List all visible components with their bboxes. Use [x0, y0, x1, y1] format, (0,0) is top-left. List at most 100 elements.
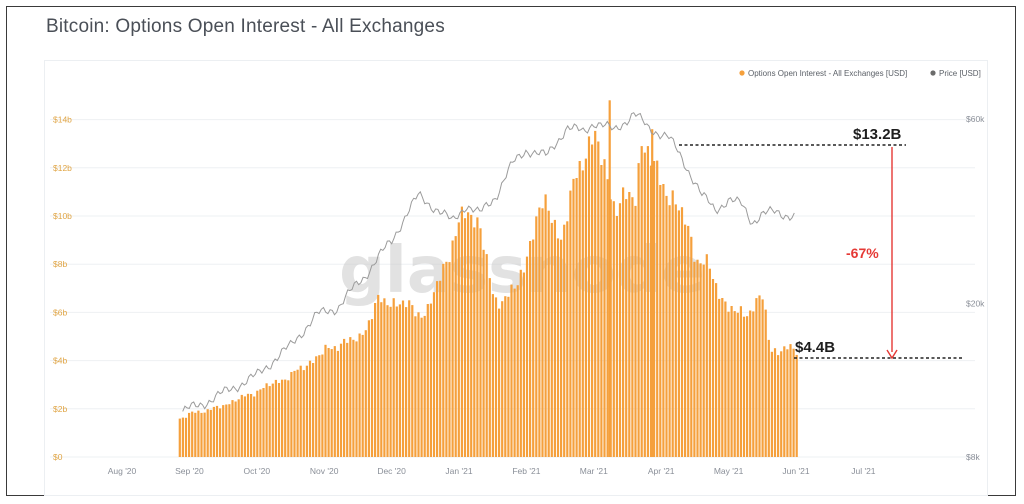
y-right-tick-label: $20k: [966, 298, 985, 308]
bar: [491, 294, 494, 457]
x-tick-label: Feb '21: [512, 466, 540, 476]
bar: [240, 394, 243, 457]
bar: [206, 409, 209, 457]
bar: [370, 319, 374, 457]
bar: [398, 304, 401, 457]
bar: [333, 346, 336, 457]
x-tick-label: Dec '20: [377, 466, 406, 476]
legend-price-label[interactable]: Price [USD]: [939, 69, 981, 78]
bar: [203, 412, 206, 457]
bar: [749, 310, 752, 457]
bar: [377, 294, 380, 457]
bar: [705, 254, 708, 457]
bar: [451, 240, 454, 457]
bar: [553, 219, 556, 457]
bar: [318, 355, 321, 457]
bar: [651, 129, 654, 457]
bar: [659, 185, 662, 457]
bar: [637, 163, 640, 457]
bar: [423, 315, 426, 457]
bar: [439, 280, 442, 457]
bar: [256, 390, 259, 457]
bar: [312, 363, 315, 457]
bar: [361, 334, 364, 457]
bar: [305, 365, 308, 457]
bar: [296, 369, 299, 457]
x-tick-label: Mar '21: [580, 466, 608, 476]
bar: [662, 184, 665, 457]
bar: [432, 292, 436, 457]
bar: [649, 165, 653, 457]
low-value-label: $4.4B: [795, 339, 835, 356]
bar: [454, 236, 457, 457]
bar: [188, 412, 191, 457]
bar: [262, 388, 265, 457]
bar: [324, 344, 327, 457]
bar: [556, 238, 560, 457]
bar: [693, 261, 696, 457]
bar: [358, 333, 361, 457]
bar: [699, 263, 702, 457]
bar: [467, 212, 470, 457]
bar: [364, 330, 367, 457]
bar: [352, 339, 355, 457]
bar: [315, 356, 318, 457]
chart-panel: [44, 60, 988, 496]
bar: [696, 259, 699, 457]
x-tick-label: Oct '20: [243, 466, 270, 476]
bar: [178, 418, 181, 457]
bar: [246, 393, 250, 457]
bar: [767, 339, 770, 457]
bar: [563, 224, 566, 457]
bar: [191, 411, 194, 457]
bar: [346, 342, 349, 457]
bar: [724, 301, 727, 457]
change-percent-label: -67%: [846, 245, 879, 261]
bar: [470, 214, 473, 457]
y-left-tick-label: $4b: [53, 356, 67, 366]
bar: [420, 317, 423, 457]
bar: [608, 100, 611, 458]
bar: [234, 401, 237, 457]
bar: [544, 194, 547, 457]
bar: [668, 205, 671, 457]
bar: [618, 203, 622, 457]
bar: [181, 417, 184, 457]
bar: [792, 348, 795, 457]
bar: [566, 221, 569, 457]
bar: [460, 206, 463, 457]
bar: [746, 316, 749, 457]
bar: [293, 370, 296, 457]
bar: [721, 298, 724, 457]
bar: [386, 305, 389, 457]
y-left-tick-label: $6b: [53, 307, 67, 317]
bar: [597, 141, 600, 457]
bar: [594, 130, 597, 457]
bar: [374, 303, 377, 457]
bar: [501, 301, 504, 457]
y-left-tick-label: $0: [53, 452, 63, 462]
x-tick-label: May '21: [714, 466, 744, 476]
bar: [395, 306, 398, 457]
bar: [215, 405, 219, 457]
bar: [194, 412, 197, 457]
bar: [674, 204, 677, 457]
legend-oi-label[interactable]: Options Open Interest - All Exchanges [U…: [748, 69, 907, 78]
x-tick-label: Jul '21: [851, 466, 876, 476]
bar: [268, 386, 271, 457]
bar: [389, 306, 392, 457]
bar: [308, 360, 312, 457]
bar: [287, 380, 290, 457]
bar: [367, 320, 370, 457]
decline-arrow-head: [886, 349, 898, 360]
bar: [615, 216, 618, 457]
bar: [671, 190, 674, 457]
bar: [488, 278, 491, 457]
bar: [687, 225, 690, 457]
y-left-tick-label: $12b: [53, 163, 72, 173]
y-left-tick-label: $8b: [53, 259, 67, 269]
bar: [578, 161, 581, 457]
bar: [343, 338, 346, 457]
bar: [625, 199, 628, 457]
bar: [209, 409, 212, 457]
